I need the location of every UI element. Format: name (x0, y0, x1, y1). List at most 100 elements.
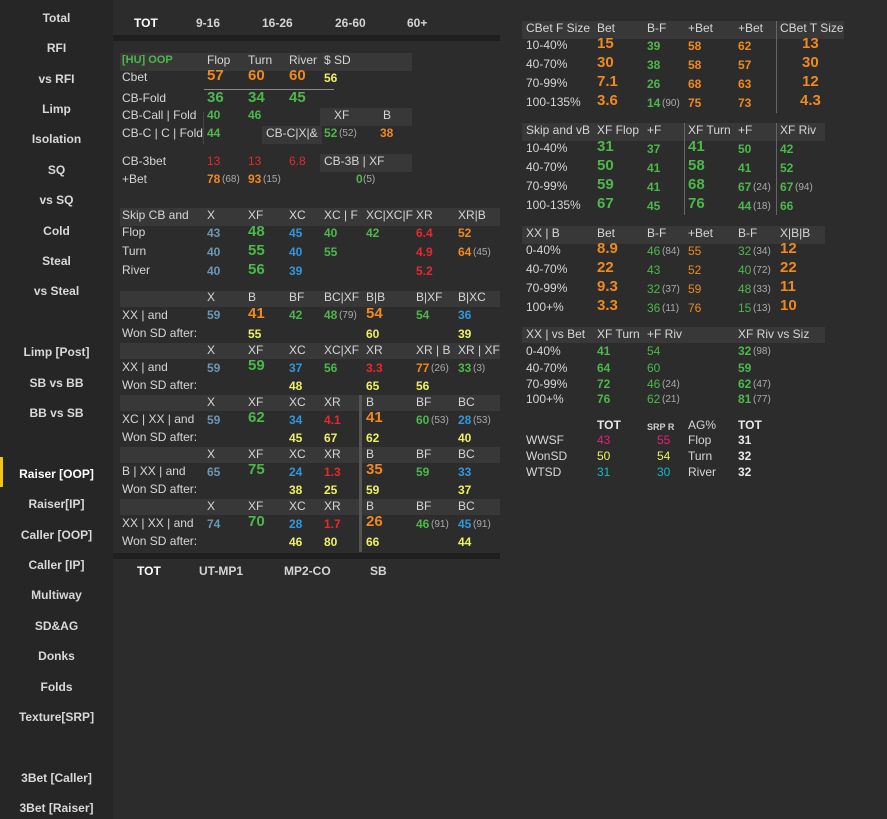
stat-value: (34) (753, 246, 771, 257)
stat-label: B (366, 395, 375, 409)
stat-value: (24) (753, 182, 771, 193)
sidebar-item-raiser-oop[interactable]: Raiser [OOP] (19, 467, 94, 481)
stat-label: XF Riv (780, 123, 816, 137)
tab-26-60[interactable]: 26-60 (335, 16, 366, 30)
stat-value: (84) (662, 246, 680, 257)
sidebar-item-rfi[interactable]: RFI (46, 41, 67, 55)
sidebar-item-folds[interactable]: Folds (40, 680, 73, 694)
stat-value: 63 (738, 77, 752, 91)
tab-sb[interactable]: SB (370, 564, 387, 578)
stat-label: River (289, 53, 318, 67)
tab-60-[interactable]: 60+ (407, 16, 428, 30)
stat-value: 50 (738, 142, 752, 156)
stat-label: 70-99% (526, 377, 568, 391)
stat-value: 78 (207, 172, 221, 186)
stat-value: 59 (248, 357, 265, 374)
stat-value: 28 (458, 413, 472, 427)
stat-value: 46 (289, 535, 303, 549)
tab-tot[interactable]: TOT (137, 564, 161, 578)
stat-value: 40 (324, 226, 338, 240)
stat-value: 68 (688, 176, 705, 193)
sidebar-item-caller-oop[interactable]: Caller [OOP] (20, 528, 93, 542)
stat-value: 59 (366, 483, 380, 497)
stat-value: 12 (780, 240, 797, 257)
stat-value: 41 (647, 161, 661, 175)
stat-value: 54 (366, 305, 383, 322)
stat-value: 70 (248, 513, 265, 530)
sidebar-item-vs-steal[interactable]: vs Steal (33, 284, 80, 298)
stat-value: 54 (647, 344, 661, 358)
stat-value: (18) (753, 201, 771, 212)
tab-ut-mp1[interactable]: UT-MP1 (199, 564, 244, 578)
tab-mp2-co[interactable]: MP2-CO (284, 564, 331, 578)
stat-value: 60 (416, 413, 430, 427)
stat-value: 33 (458, 465, 472, 479)
stat-value: 1.3 (324, 465, 341, 479)
stat-value: 6.8 (289, 154, 306, 168)
stat-value: 55 (324, 245, 338, 259)
stat-label: XF Riv vs Siz (738, 327, 810, 341)
stat-label: XR|B (458, 208, 486, 222)
stat-value: 4.3 (800, 92, 821, 109)
stat-value: 45 (647, 199, 661, 213)
stat-label: Flop (207, 53, 231, 67)
stat-label: XF (248, 499, 264, 513)
stat-label: CB-Fold (122, 91, 167, 105)
sidebar-item-cold[interactable]: Cold (43, 224, 70, 238)
sidebar-item-vs-rfi[interactable]: vs RFI (38, 72, 75, 86)
tab-16-26[interactable]: 16-26 (262, 16, 293, 30)
tab-tot[interactable]: TOT (134, 16, 158, 30)
stat-value: 31 (597, 465, 611, 479)
stat-value: 65 (366, 379, 380, 393)
stat-label: +F (738, 123, 753, 137)
sidebar: Total RFI vs RFI Limp Isolation SQ vs SQ Cold St… (0, 0, 113, 819)
sidebar-item-steal[interactable]: Steal (42, 254, 71, 268)
sidebar-item-3bet-raiser[interactable]: 3Bet [Raiser] (19, 801, 94, 815)
stat-label: 100-135% (526, 198, 581, 212)
stat-value: 13 (248, 154, 262, 168)
sidebar-item-sb-vs-bb[interactable]: SB vs BB (29, 376, 84, 390)
sidebar-item-caller-ip[interactable]: Caller [IP] (28, 558, 85, 572)
stat-value: (45) (473, 247, 491, 258)
sidebar-item-sq[interactable]: SQ (47, 163, 66, 177)
stat-value: 11 (780, 278, 796, 295)
stat-value: 34 (248, 89, 265, 106)
stat-label: XR | B (416, 343, 451, 357)
stat-label: BF (416, 447, 432, 461)
sidebar-item-raiser-ip[interactable]: Raiser[IP] (28, 497, 85, 511)
sidebar-item-limp[interactable]: Limp (42, 102, 71, 116)
stat-value: 34 (289, 413, 303, 427)
stat-value: 52 (324, 126, 338, 140)
stat-value: 36 (458, 308, 472, 322)
sidebar-item-vs-sq[interactable]: vs SQ (39, 193, 74, 207)
stat-value: 74 (207, 517, 221, 531)
sidebar-item-texture-srp[interactable]: Texture[SRP] (18, 710, 95, 724)
stat-label: Won SD after: (122, 534, 198, 548)
stat-value: 32 (738, 449, 752, 463)
tab-9-16[interactable]: 9-16 (196, 16, 221, 30)
stat-value: 62 (366, 431, 380, 445)
stat-value: 12 (802, 73, 819, 90)
stat-value: 55 (248, 327, 262, 341)
stat-value: 52 (780, 161, 794, 175)
stat-value: 14 (647, 96, 661, 110)
sidebar-item-3bet-caller[interactable]: 3Bet [Caller] (21, 771, 92, 785)
sidebar-item-sd-ag[interactable]: SD&AG (34, 619, 79, 633)
sidebar-item-total[interactable]: Total (42, 11, 71, 25)
sidebar-item-bb-vs-sb[interactable]: BB vs SB (29, 406, 84, 420)
stat-label: 70-99% (526, 179, 568, 193)
stat-label: X (207, 447, 216, 461)
sidebar-item-donks[interactable]: Donks (38, 649, 75, 663)
stat-value: 30 (657, 465, 671, 479)
stat-value: 62 (738, 39, 752, 53)
stat-value: 15 (597, 35, 614, 52)
stat-value: (52) (339, 128, 357, 139)
stat-value: 58 (688, 58, 702, 72)
sidebar-item-multiway[interactable]: Multiway (31, 588, 82, 602)
stat-label: River (122, 263, 151, 277)
sidebar-item-limp-post[interactable]: Limp [Post] (23, 345, 90, 359)
stat-value: 43 (597, 433, 611, 447)
sidebar-item-isolation[interactable]: Isolation (31, 132, 82, 146)
stat-value: 80 (324, 535, 338, 549)
stat-value: 3.3 (366, 361, 383, 375)
